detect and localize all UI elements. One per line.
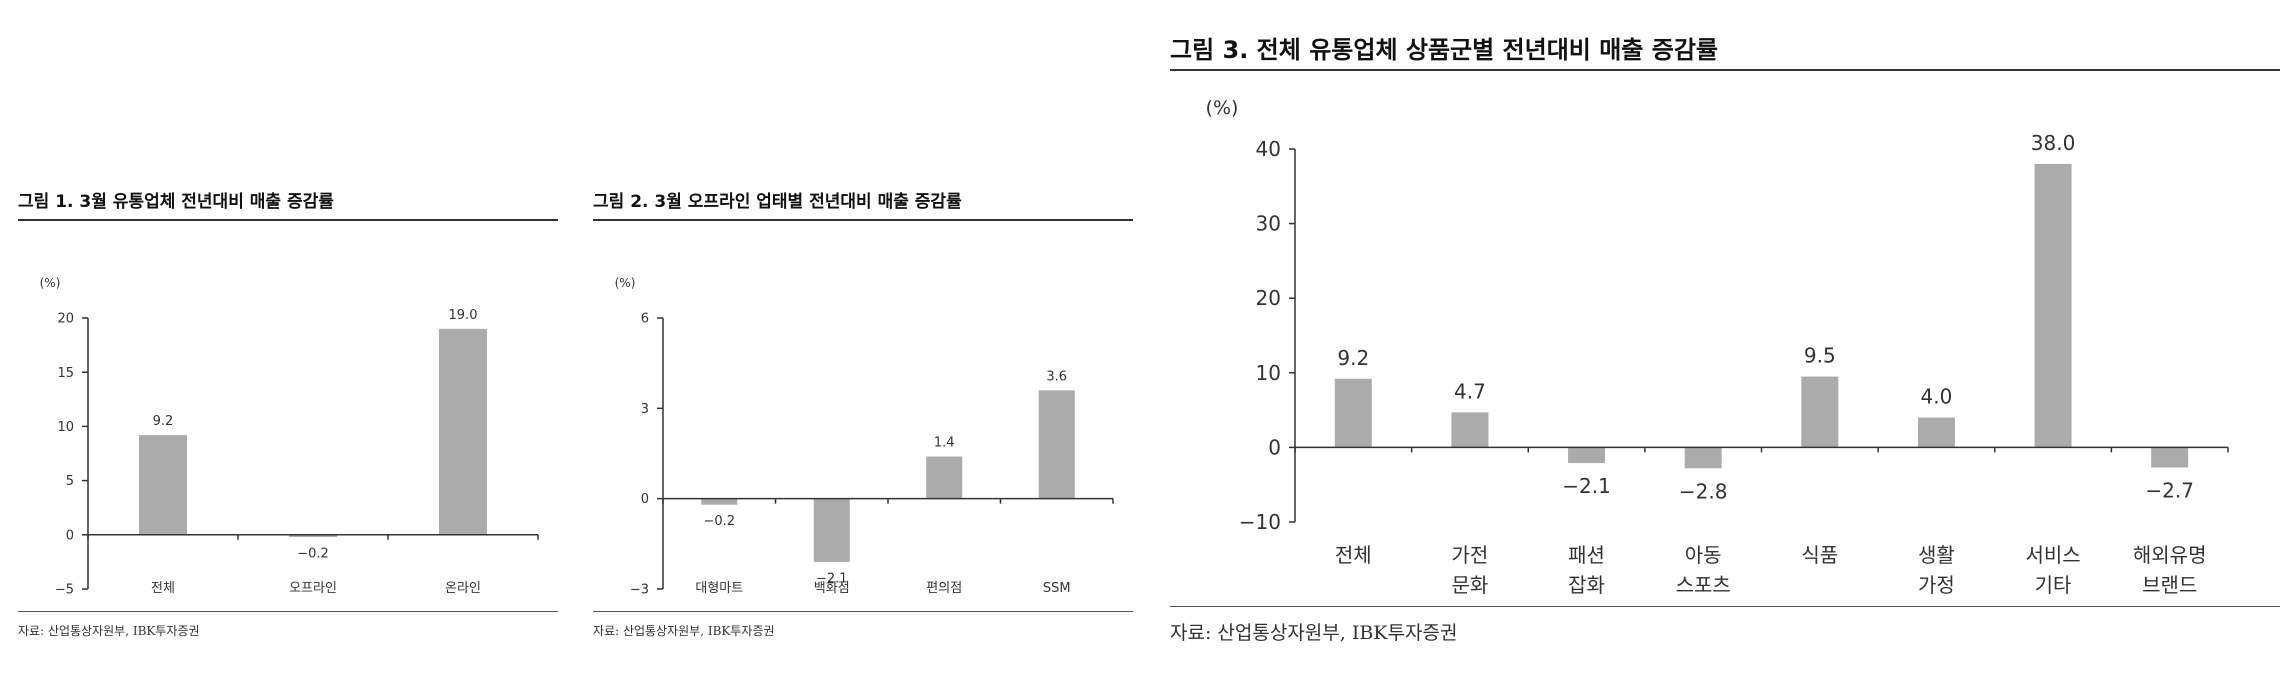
- data-label: 38.0: [2031, 131, 2076, 155]
- chart-3-svg: (%) −10 0 10 20 30 40 9.2 4.7 −2.1 −2.8 9.5 4.0 38.0 −…: [1206, 97, 2229, 597]
- y-tick-label: −3: [630, 583, 649, 598]
- y-tick-label: 15: [57, 366, 74, 381]
- category-label: 전체: [1335, 543, 1372, 567]
- y-tick-label: 30: [1256, 212, 1281, 236]
- chart-1-source-rule: [18, 611, 558, 612]
- data-label: 9.2: [153, 414, 174, 429]
- bar: [701, 498, 738, 505]
- category-label: 온라인: [445, 581, 481, 596]
- category-label: 아동 스포츠: [1676, 543, 1731, 597]
- data-label: −2.1: [816, 571, 848, 586]
- chart-1-title-rule: [18, 219, 558, 221]
- data-label: 3.6: [1046, 369, 1067, 384]
- y-tick-label: 3: [641, 402, 649, 417]
- chart-2-svg: (%) −3 0 3 6 −0.2 −2.1 1.4 3.6 대형마트 백화점 편의점 SSM: [615, 276, 1114, 598]
- bar: [1038, 390, 1075, 499]
- category-label: 백화점: [814, 581, 850, 596]
- y-tick-label: 40: [1256, 137, 1281, 161]
- unit-label: (%): [1206, 97, 1239, 119]
- chart-3-source: 자료: 산업통상자원부, IBK투자증권: [1170, 622, 1458, 644]
- y-tick-label: 20: [1256, 286, 1281, 310]
- category-label: 편의점: [926, 581, 962, 596]
- y-tick-label: 5: [66, 474, 74, 489]
- bar: [2034, 163, 2072, 448]
- bar: [1451, 412, 1489, 448]
- y-tick-label: 6: [641, 312, 649, 327]
- data-label: −0.2: [703, 514, 735, 529]
- bar: [2151, 447, 2189, 468]
- chart-2-source-rule: [593, 611, 1133, 612]
- data-label: −2.1: [1562, 474, 1611, 498]
- chart-2-title: 그림 2. 3월 오프라인 업태별 전년대비 매출 증감률: [593, 192, 962, 212]
- chart-panel-3: 그림 3. 전체 유통업체 상품군별 전년대비 매출 증감률 (%) −10 0 10…: [1170, 28, 2280, 668]
- category-label: 가전 문화: [1452, 543, 1489, 597]
- category-label: 식품: [1801, 543, 1838, 567]
- bar: [1684, 447, 1722, 469]
- data-label: −2.8: [1679, 479, 1728, 503]
- chart-1-source: 자료: 산업통상자원부, IBK투자증권: [18, 624, 200, 638]
- category-label: 서비스 기타: [2025, 543, 2080, 597]
- y-tick-label: −10: [1239, 510, 1281, 534]
- data-label: 19.0: [449, 308, 478, 323]
- category-label: 대형마트: [695, 581, 743, 596]
- unit-label: (%): [615, 276, 636, 290]
- data-label: 9.2: [1337, 346, 1369, 370]
- bar: [139, 435, 187, 535]
- chart-3-source-rule: [1170, 606, 2280, 607]
- bar: [1568, 447, 1606, 464]
- y-tick-label: 10: [1256, 361, 1281, 385]
- chart-3-title-rule: [1170, 69, 2280, 71]
- chart-1-svg: (%) −5 0 5 10 15 20 9.2 −0.2 19.0 전체 오프라인 온라인: [40, 276, 539, 598]
- bar: [926, 456, 963, 499]
- chart-panel-2: 그림 2. 3월 오프라인 업태별 전년대비 매출 증감률 (%) −3 0 3 6 −0…: [593, 182, 1133, 652]
- bar: [1334, 378, 1372, 448]
- y-tick-label: 0: [66, 528, 74, 543]
- data-label: −2.7: [2145, 479, 2194, 503]
- y-tick-label: −5: [55, 583, 74, 598]
- data-label: 4.7: [1454, 379, 1486, 403]
- bar: [289, 534, 337, 537]
- category-label: 전체: [151, 581, 175, 596]
- bar: [1917, 417, 1955, 448]
- chart-2-title-rule: [593, 219, 1133, 221]
- chart-1-title: 그림 1. 3월 유통업체 전년대비 매출 증감률: [18, 192, 334, 212]
- chart-3-title: 그림 3. 전체 유통업체 상품군별 전년대비 매출 증감률: [1170, 36, 1718, 64]
- data-label: 1.4: [934, 436, 955, 451]
- chart-2-source: 자료: 산업통상자원부, IBK투자증권: [593, 624, 775, 638]
- category-label: SSM: [1043, 581, 1071, 596]
- bar: [813, 498, 850, 562]
- data-label: 4.0: [1921, 385, 1953, 409]
- category-label: 오프라인: [289, 581, 337, 596]
- y-tick-label: 10: [57, 420, 74, 435]
- chart-panel-1: 그림 1. 3월 유통업체 전년대비 매출 증감률 (%) −5 0 5 10 15 20 9…: [18, 182, 558, 652]
- data-label: 9.5: [1804, 344, 1836, 368]
- category-label: 해외유명 브랜드: [2133, 543, 2207, 597]
- y-tick-label: 20: [57, 312, 74, 327]
- data-label: −0.2: [297, 546, 329, 561]
- bar: [1801, 376, 1839, 448]
- y-tick-label: 0: [1268, 435, 1281, 459]
- category-label: 패션 잡화: [1568, 543, 1605, 597]
- y-tick-label: 0: [641, 492, 649, 507]
- bar: [439, 328, 487, 535]
- unit-label: (%): [40, 276, 61, 290]
- category-label: 생활 가정: [1918, 543, 1955, 597]
